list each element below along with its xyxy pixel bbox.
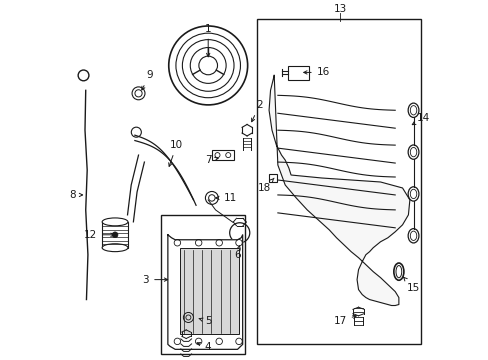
Ellipse shape — [102, 218, 128, 226]
Bar — [212, 150, 233, 160]
Text: 2: 2 — [251, 100, 263, 122]
Text: 1: 1 — [204, 24, 211, 57]
Text: 13: 13 — [333, 4, 346, 14]
Bar — [268, 175, 277, 181]
Text: 5: 5 — [199, 316, 211, 327]
Polygon shape — [268, 75, 409, 306]
Text: 11: 11 — [215, 193, 236, 203]
Text: 9: 9 — [142, 71, 153, 90]
Text: 3: 3 — [142, 275, 167, 285]
Text: 15: 15 — [403, 277, 419, 293]
Text: 7: 7 — [204, 155, 218, 165]
Ellipse shape — [102, 244, 128, 252]
Text: 18: 18 — [258, 178, 273, 193]
Text: 8: 8 — [69, 190, 82, 200]
Bar — [257, 19, 420, 345]
Text: 16: 16 — [303, 67, 329, 77]
Circle shape — [112, 232, 118, 238]
Polygon shape — [167, 235, 242, 349]
Text: 10: 10 — [168, 140, 183, 166]
Bar — [160, 215, 244, 354]
Text: 6: 6 — [234, 246, 241, 260]
Text: 4: 4 — [197, 342, 211, 352]
Text: 14: 14 — [411, 113, 429, 125]
Bar — [180, 248, 239, 334]
Text: 12: 12 — [84, 230, 114, 240]
Text: 17: 17 — [333, 315, 356, 327]
Bar — [287, 66, 308, 80]
Bar — [102, 222, 128, 248]
